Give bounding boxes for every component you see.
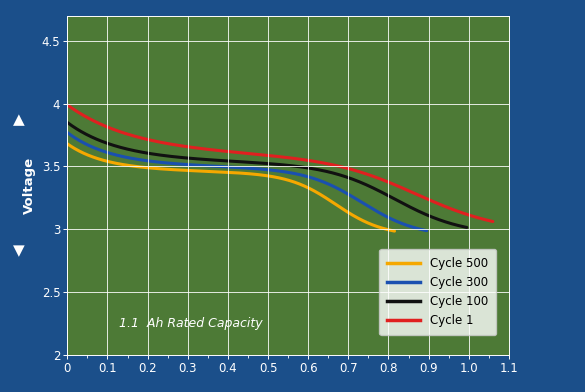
Cycle 500: [212, 169, 219, 174]
Cycle 1: [173, 143, 180, 147]
Line: Cycle 500: Cycle 500: [67, 144, 394, 231]
Cycle 100: [299, 165, 306, 169]
Cycle 1: [348, 167, 355, 172]
Cycle 300: [335, 186, 342, 191]
Cycle 300: [226, 165, 233, 169]
Legend: Cycle 500, Cycle 300, Cycle 100, Cycle 1: Cycle 500, Cycle 300, Cycle 100, Cycle 1: [379, 249, 497, 335]
Cycle 500: [257, 172, 264, 177]
Cycle 300: [423, 228, 430, 233]
Cycle 300: [64, 130, 71, 135]
Text: 1.1  Ah Rated Capacity: 1.1 Ah Rated Capacity: [119, 317, 263, 330]
Cycle 100: [245, 160, 252, 165]
Text: ▲: ▲: [13, 112, 25, 127]
Line: Cycle 1: Cycle 1: [67, 105, 493, 221]
Cycle 100: [135, 149, 142, 154]
Cycle 300: [156, 160, 163, 165]
Cycle 100: [331, 171, 338, 176]
Cycle 500: [283, 177, 290, 182]
Cycle 300: [128, 156, 135, 161]
Cycle 300: [304, 174, 311, 179]
Cycle 500: [64, 142, 71, 146]
Cycle 1: [315, 160, 322, 164]
Cycle 500: [310, 188, 317, 193]
Cycle 100: [364, 183, 371, 188]
Y-axis label: Voltage: Voltage: [23, 157, 36, 214]
Cycle 100: [463, 225, 470, 230]
Line: Cycle 300: Cycle 300: [67, 132, 426, 230]
Cycle 1: [490, 219, 497, 224]
Line: Cycle 100: Cycle 100: [67, 122, 467, 227]
Cycle 300: [276, 169, 283, 173]
Cycle 1: [256, 152, 263, 157]
Cycle 100: [64, 120, 71, 125]
Cycle 1: [64, 103, 71, 107]
Cycle 500: [391, 229, 398, 234]
Text: ▼: ▼: [13, 243, 25, 258]
Cycle 1: [139, 136, 146, 141]
Cycle 500: [122, 163, 129, 167]
Cycle 1: [384, 180, 391, 184]
Cycle 500: [148, 166, 155, 171]
Cycle 100: [167, 154, 174, 159]
